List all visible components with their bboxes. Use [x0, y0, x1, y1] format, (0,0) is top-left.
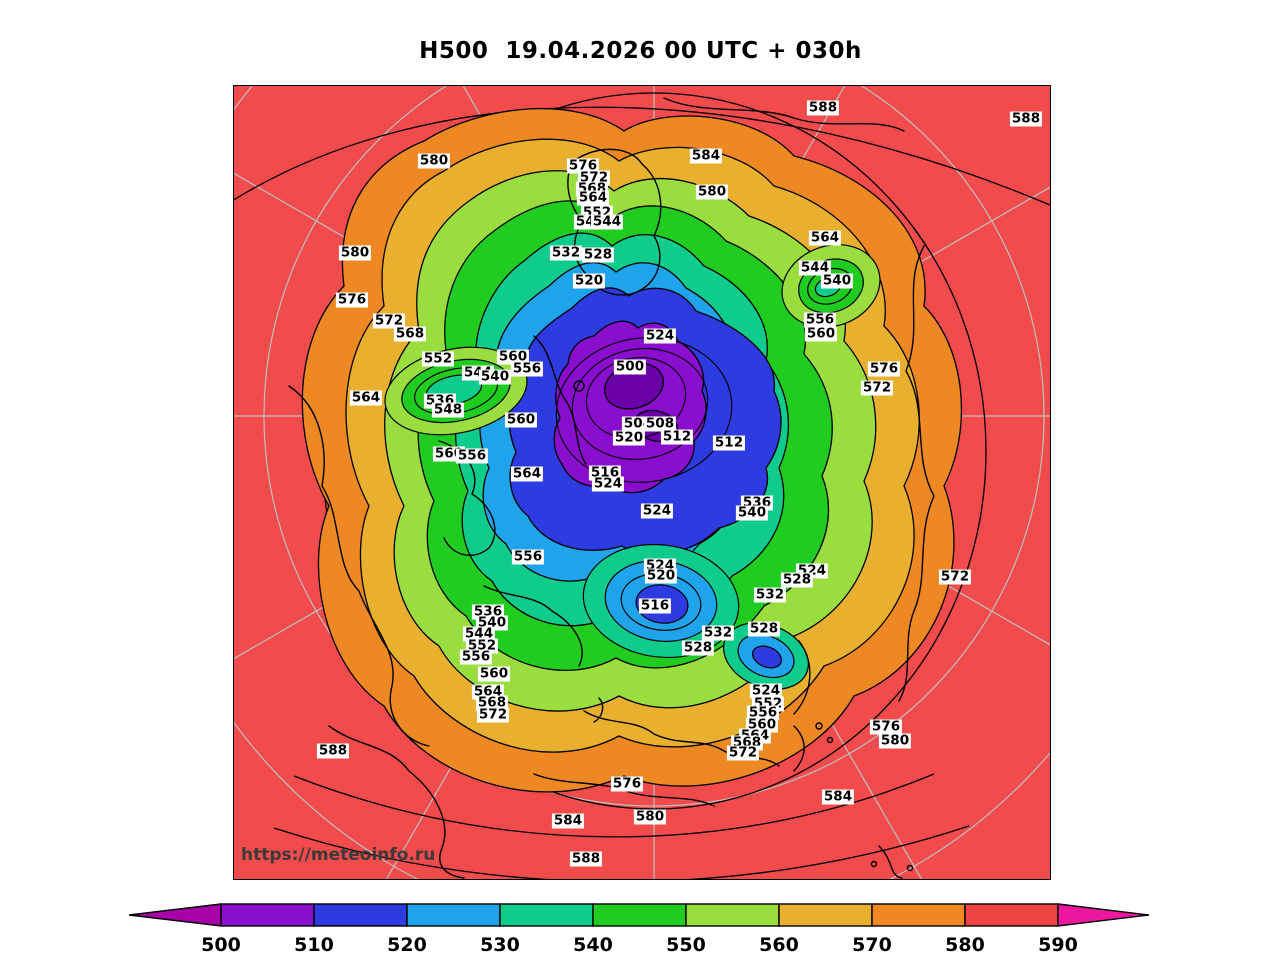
colorbar-segment	[871, 903, 966, 927]
colorbar-tick-label: 550	[666, 934, 706, 956]
colorbar-segment	[685, 903, 780, 927]
colorbar-segment	[964, 903, 1059, 927]
colorbar-tick-label: 580	[945, 934, 985, 956]
colorbar-arrow	[1057, 903, 1150, 927]
colorbar-tick-label: 510	[294, 934, 334, 956]
colorbar-tick-label: 520	[387, 934, 427, 956]
colorbar-tick-label: 590	[1038, 934, 1078, 956]
colorbar: 500 510 520 530 540 550 560 570 580 590	[128, 903, 1150, 959]
weather-map	[233, 85, 1051, 880]
colorbar-arrow	[128, 903, 222, 927]
page-title: H500 19.04.2026 00 UTC + 030h	[419, 38, 862, 64]
watermark-text: https://meteoinfo.ru	[241, 845, 436, 865]
colorbar-segment	[406, 903, 501, 927]
colorbar-tick-label: 570	[852, 934, 892, 956]
colorbar-tick-label: 500	[201, 934, 241, 956]
colorbar-segment	[499, 903, 594, 927]
outer-contours	[234, 92, 1050, 879]
colorbar-segment	[592, 903, 687, 927]
height-bands	[301, 108, 963, 793]
colorbar-tick-label: 560	[759, 934, 799, 956]
colorbar-segment	[220, 903, 315, 927]
colorbar-segment	[778, 903, 873, 927]
colorbar-canvas: 500 510 520 530 540 550 560 570 580 590	[128, 903, 1150, 956]
colorbar-tick-label: 540	[573, 934, 613, 956]
colorbar-segment	[313, 903, 408, 927]
colorbar-tick-label: 530	[480, 934, 520, 956]
map-canvas	[234, 86, 1050, 879]
